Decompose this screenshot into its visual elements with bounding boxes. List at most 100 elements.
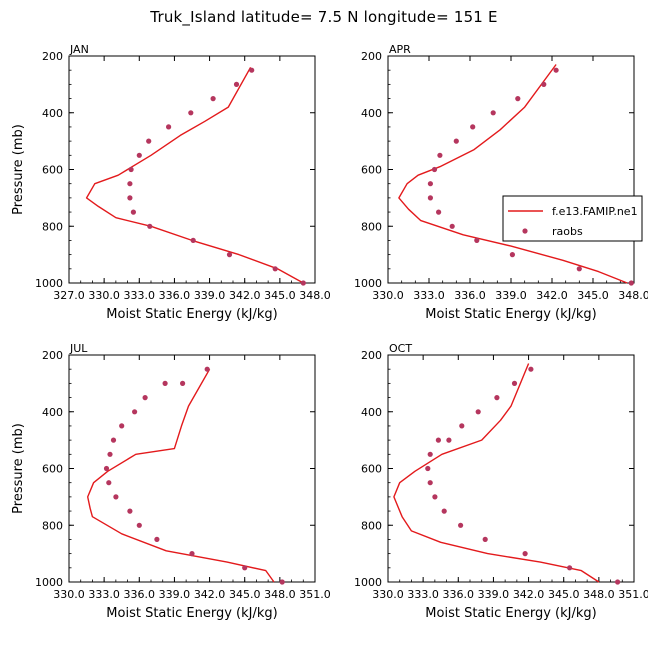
x-tick-label: 351.0: [618, 588, 648, 601]
x-tick-label: 336.0: [124, 588, 156, 601]
legend-obs-marker: [522, 228, 528, 234]
y-tick-label: 400: [361, 406, 382, 419]
raobs-point: [130, 209, 136, 215]
raobs-point: [110, 437, 117, 443]
raobs-point: [279, 579, 285, 585]
raobs-point: [226, 252, 233, 258]
raobs-point: [515, 96, 521, 102]
x-tick-label: 339.0: [478, 588, 510, 601]
y-axis-label: Pressure (mb): [11, 423, 26, 514]
y-tick-label: 800: [361, 519, 382, 532]
raobs-point: [180, 380, 186, 386]
x-tick-label: 342.0: [513, 588, 545, 601]
raobs-point: [528, 366, 534, 372]
raobs-point: [436, 209, 442, 215]
raobs-point: [113, 494, 119, 500]
legend-model-label: f.e13.FAMIP.ne1: [552, 205, 638, 218]
raobs-point: [458, 522, 464, 528]
x-tick-label: 345.0: [264, 289, 296, 302]
x-tick-label: 339.0: [159, 588, 191, 601]
raobs-point: [446, 437, 452, 443]
raobs-point: [132, 409, 138, 415]
raobs-point: [136, 522, 142, 528]
legend: f.e13.FAMIP.ne1 raobs: [502, 195, 643, 242]
x-tick-label: 351.0: [299, 588, 331, 601]
x-tick-label: 342.0: [194, 588, 226, 601]
panel-label: JAN: [69, 43, 89, 56]
x-tick-label: 342.0: [536, 289, 568, 302]
raobs-point: [576, 266, 582, 272]
raobs-point: [142, 395, 148, 401]
raobs-point: [272, 266, 278, 272]
x-tick-label: 336.0: [159, 289, 191, 302]
raobs-point: [437, 152, 443, 158]
x-tick-label: 330.0: [372, 289, 404, 302]
x-tick-label: 345.0: [548, 588, 580, 601]
x-tick-label: 330.0: [88, 289, 120, 302]
raobs-point: [431, 166, 438, 173]
chart-panel-jul: JUL 330.0 333.0 336.0 339.0 342.0 345.0 348.0 35…: [11, 342, 331, 621]
raobs-point: [204, 366, 210, 372]
raobs-point: [425, 465, 431, 472]
raobs-point: [189, 551, 195, 557]
raobs-point: [127, 508, 133, 514]
chart-panel-oct: OCT 330.0 333.0 336.0 339.0 342.0 345.0 348.0 35…: [354, 342, 648, 621]
raobs-point: [490, 110, 496, 116]
y-tick-label: 600: [42, 463, 63, 476]
y-tick-label: 400: [42, 107, 63, 120]
chart-panel-jan: JAN 327.0 330.0 333.0 336.0 339.0 342.0 345.0 34…: [11, 43, 331, 322]
x-tick-label: 327.0: [53, 289, 85, 302]
x-tick-label: 333.0: [407, 588, 439, 601]
raobs-point: [441, 508, 447, 514]
x-tick-label: 333.0: [124, 289, 156, 302]
y-tick-label: 1000: [354, 576, 382, 589]
x-tick-label: 336.0: [443, 588, 475, 601]
raobs-point: [127, 195, 133, 201]
raobs-point: [470, 124, 476, 130]
raobs-point: [188, 110, 194, 116]
x-axis-label: Moist Static Energy (kJ/kg): [106, 606, 277, 621]
raobs-point: [427, 181, 433, 187]
raobs-point: [106, 480, 112, 486]
raobs-point: [628, 280, 634, 286]
x-tick-label: 336.0: [454, 289, 486, 302]
raobs-point: [474, 237, 480, 243]
plot-frame: [68, 55, 316, 284]
y-tick-label: 800: [361, 220, 382, 233]
y-tick-label: 400: [361, 107, 382, 120]
x-tick-label: 339.0: [194, 289, 226, 302]
x-tick-label: 333.0: [88, 588, 120, 601]
y-tick-label: 600: [42, 164, 63, 177]
raobs-point: [427, 480, 433, 486]
raobs-point: [233, 81, 240, 87]
raobs-point: [482, 536, 488, 543]
raobs-point: [453, 138, 459, 144]
chart-panel-apr: APR 330.0 333.0 336.0 339.0 342.0 345.0 348.0 20…: [354, 43, 648, 322]
y-tick-label: 1000: [354, 277, 382, 290]
raobs-point: [427, 451, 433, 457]
raobs-point: [300, 280, 306, 286]
x-tick-label: 348.0: [264, 588, 296, 601]
figure-title: Truk_Island latitude= 7.5 N longitude= 1…: [149, 8, 497, 27]
x-tick-label: 330.0: [372, 588, 404, 601]
y-tick-label: 1000: [35, 576, 63, 589]
x-axis-label: Moist Static Energy (kJ/kg): [425, 307, 596, 322]
legend-obs-label: raobs: [552, 225, 583, 238]
y-tick-label: 600: [361, 164, 382, 177]
raobs-point: [427, 195, 433, 201]
y-tick-label: 200: [361, 349, 382, 362]
raobs-point: [119, 423, 125, 429]
raobs-point: [511, 380, 518, 386]
legend-box: [502, 195, 643, 242]
raobs-point: [509, 252, 515, 258]
raobs-point: [249, 67, 255, 73]
x-tick-label: 345.0: [229, 588, 261, 601]
raobs-point: [522, 551, 528, 557]
raobs-point: [107, 451, 113, 457]
raobs-point: [432, 494, 438, 500]
y-tick-label: 800: [42, 220, 63, 233]
raobs-point: [127, 181, 133, 187]
raobs-point: [162, 380, 168, 386]
raobs-point: [553, 67, 559, 73]
